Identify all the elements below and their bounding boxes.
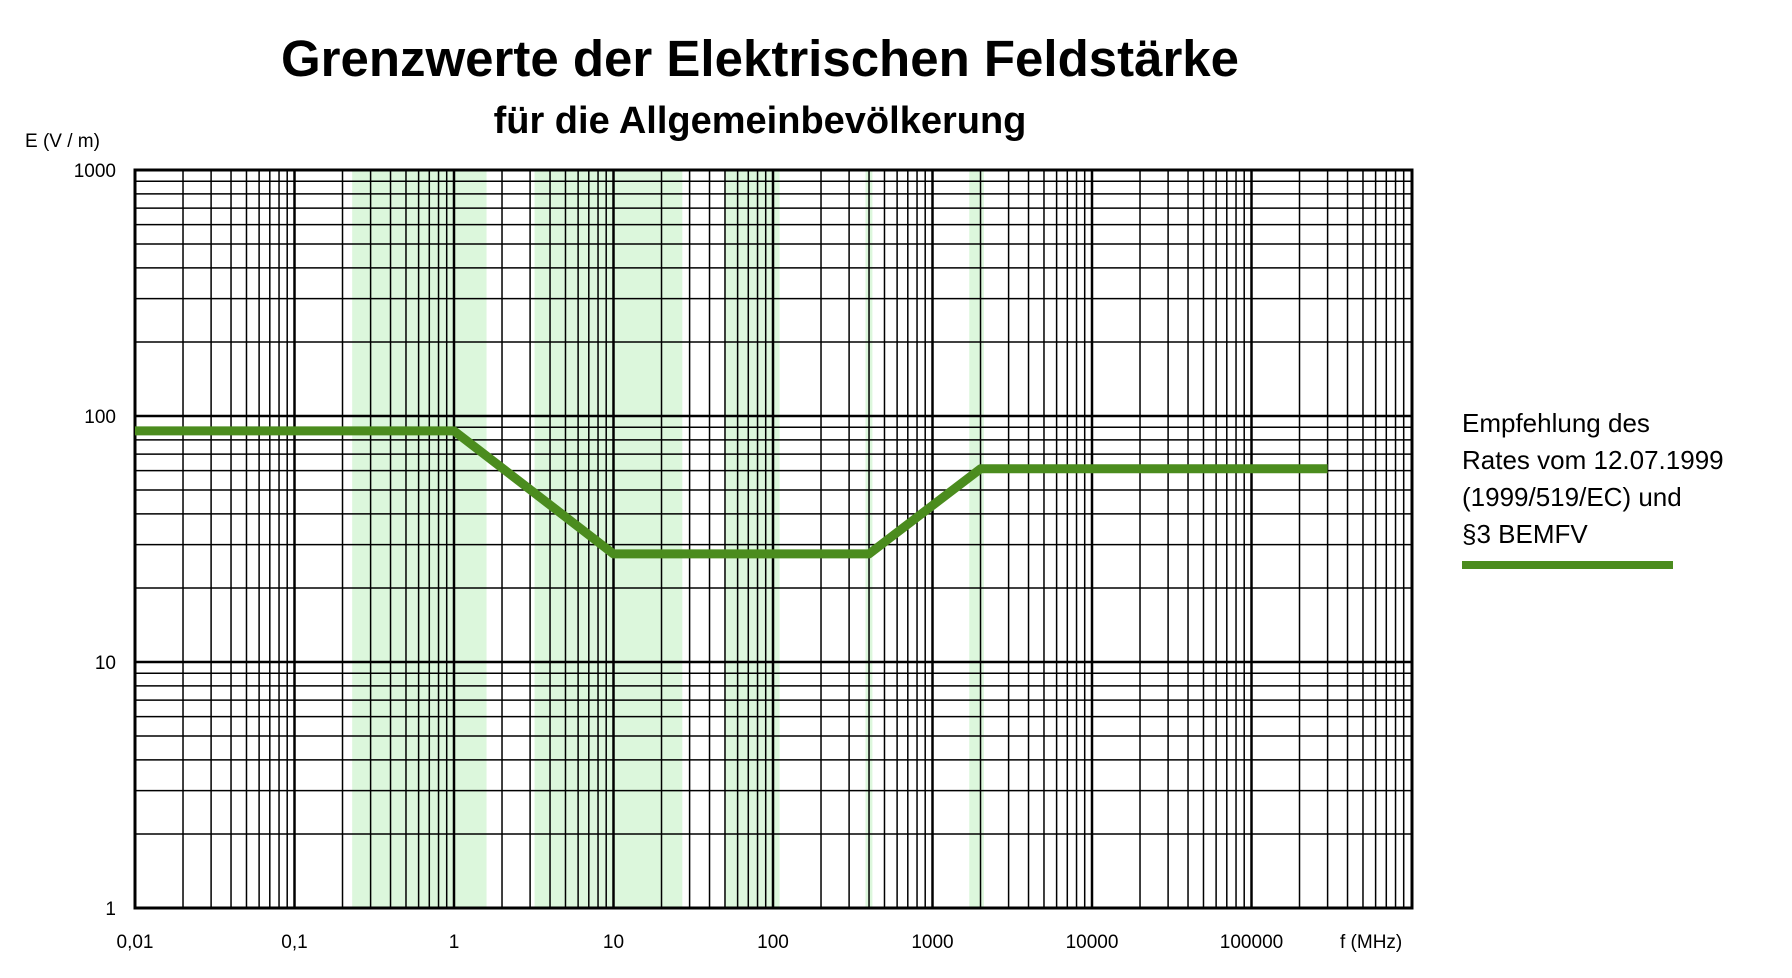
- x-tick-label: 1000: [911, 932, 953, 953]
- y-axis-label: E (V / m): [25, 131, 100, 152]
- band-3: [724, 170, 780, 908]
- legend: Empfehlung des Rates vom 12.07.1999 (199…: [1462, 408, 1724, 569]
- y-tick-labels: 1 10 100 1000: [74, 161, 116, 920]
- band-2: [534, 170, 683, 908]
- legend-line-4: §3 BEMFV: [1462, 519, 1588, 549]
- x-tick-label: 100000: [1220, 932, 1283, 953]
- x-axis-label: f (MHz): [1340, 932, 1402, 953]
- y-tick-label: 1: [105, 899, 116, 920]
- x-tick-label: 0,01: [117, 932, 154, 953]
- y-tick-label: 100: [84, 407, 116, 428]
- x-tick-label: 100: [757, 932, 789, 953]
- y-tick-label: 10: [95, 653, 116, 674]
- band-1: [352, 170, 487, 908]
- x-tick-label: 1: [449, 932, 460, 953]
- chart-subtitle: für die Allgemeinbevölkerung: [494, 100, 1027, 142]
- x-tick-label: 0,1: [281, 932, 307, 953]
- chart-title: Grenzwerte der Elektrischen Feldstärke: [281, 30, 1239, 87]
- plot-frame: [133, 168, 1414, 910]
- band-5: [969, 170, 984, 908]
- legend-line-3: (1999/519/EC) und: [1462, 482, 1682, 512]
- legend-line-1: Empfehlung des: [1462, 408, 1650, 438]
- grid: [133, 168, 1414, 910]
- series-group: [134, 426, 1328, 559]
- x-tick-label: 10000: [1066, 932, 1119, 953]
- series-line-1: [135, 426, 1328, 559]
- x-tick-labels: 0,01 0,1 1 10 100 1000 10000 100000: [117, 932, 1284, 953]
- legend-line-2: Rates vom 12.07.1999: [1462, 445, 1724, 475]
- x-tick-label: 10: [603, 932, 624, 953]
- y-tick-label: 1000: [74, 161, 116, 182]
